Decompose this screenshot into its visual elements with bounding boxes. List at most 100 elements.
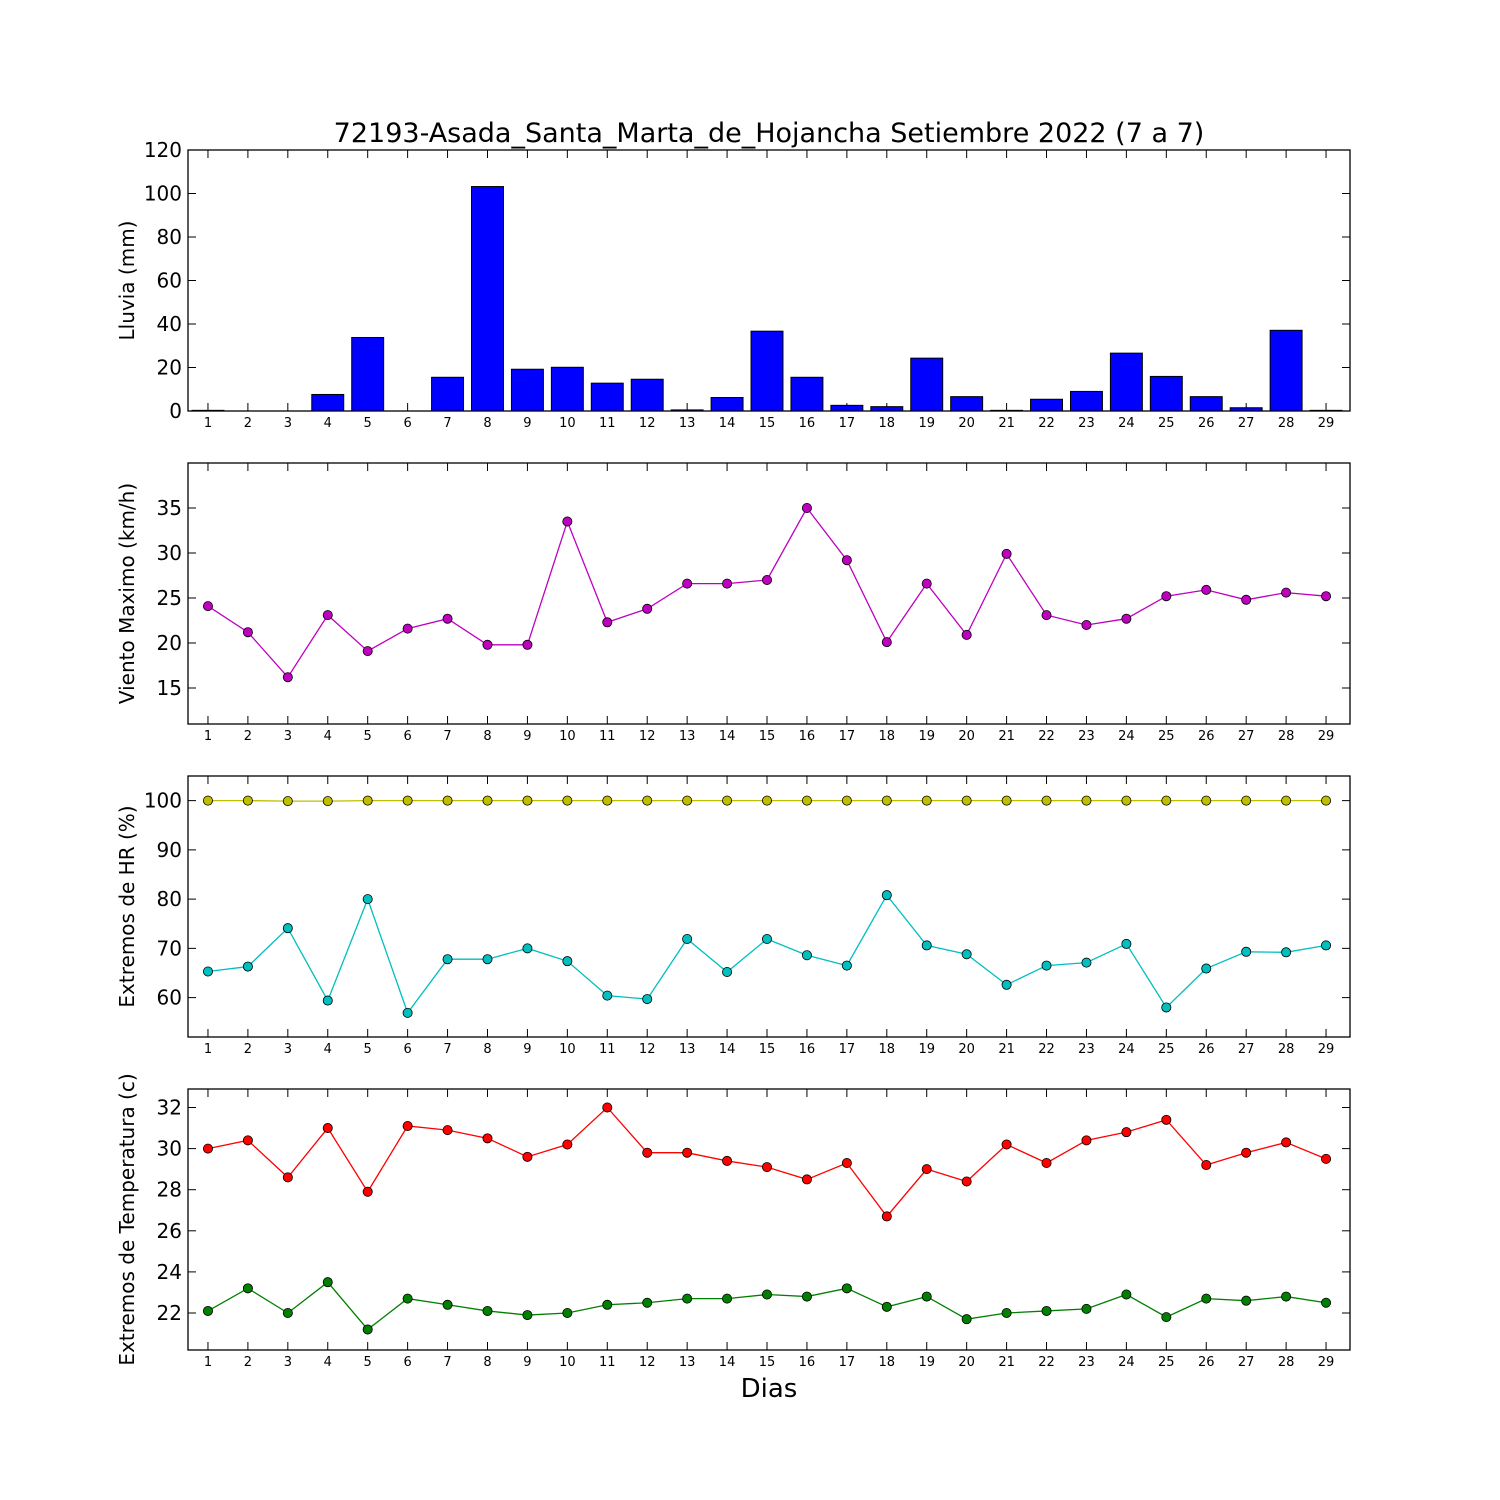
- x-tick-label: 9: [523, 1355, 531, 1370]
- x-tick-label: 8: [483, 1042, 491, 1057]
- y-tick-label: 26: [157, 1219, 182, 1243]
- x-tick-label: 29: [1318, 1355, 1335, 1370]
- x-tick-label: 5: [364, 1355, 372, 1370]
- x-tick-label: 20: [958, 1355, 975, 1370]
- data-point: 26: 29.2: [1201, 1160, 1212, 1171]
- chart-title: 72193-Asada_Santa_Marta_de_Hojancha Seti…: [334, 118, 1205, 149]
- data-point: 14: 22.7: [722, 1293, 733, 1304]
- data-point: 4: 31: [322, 1123, 333, 1134]
- x-tick-label: 6: [403, 1042, 411, 1057]
- plot-frame: [187, 775, 1351, 1038]
- x-tick-label: 15: [759, 729, 776, 744]
- y-tick-label: 120: [144, 138, 182, 162]
- y-tick-label: 28: [157, 1178, 182, 1202]
- rain-bar: 8: 103.2 mm: [471, 186, 504, 412]
- x-tick-label: 6: [403, 729, 411, 744]
- data-point: 27: 69.3: [1241, 946, 1252, 957]
- rain-bar: 9: 19.2 mm: [510, 368, 544, 412]
- data-point: 10: 33.5: [562, 516, 573, 527]
- data-point: 7: 22.4: [442, 1299, 453, 1310]
- x-tick-label: 19: [918, 1042, 935, 1057]
- rain-bar: 22: 5.4 mm: [1030, 398, 1063, 412]
- x-tick-label: 14: [719, 1042, 736, 1057]
- x-tick-label: 24: [1118, 416, 1135, 431]
- x-tick-label: 19: [918, 1355, 935, 1370]
- x-tick-label: 11: [599, 1355, 616, 1370]
- x-tick-label: 12: [639, 1042, 656, 1057]
- x-tick-label: 7: [443, 416, 451, 431]
- data-point: 1: 30: [202, 1143, 213, 1154]
- data-point: 15: 100: [762, 795, 773, 806]
- rain-bar: 27: 1.5 mm: [1229, 407, 1263, 412]
- y-tick-label: 80: [157, 887, 182, 911]
- data-point: 9: 19.8: [522, 639, 533, 650]
- x-tick-label: 22: [1038, 1042, 1055, 1057]
- data-point: 12: 100: [642, 795, 653, 806]
- x-tick-label: 26: [1198, 1355, 1215, 1370]
- data-point: 19: 70.6: [921, 940, 932, 951]
- data-point: 28: 25.6: [1281, 587, 1292, 598]
- data-point: 12: 23.8: [642, 603, 653, 614]
- x-tick-label: 8: [483, 416, 491, 431]
- data-point: 1: 22.1: [202, 1305, 213, 1316]
- data-point: 5: 27.9: [362, 1186, 373, 1197]
- data-point: 26: 25.9: [1201, 584, 1212, 595]
- x-tick-label: 2: [244, 1042, 252, 1057]
- data-point: 14: 65.2: [722, 966, 733, 977]
- data-point: 28: 100: [1281, 795, 1292, 806]
- data-point: 18: 20.1: [881, 637, 892, 648]
- data-point: 11: 22.4: [602, 1299, 613, 1310]
- data-point: 9: 21.9: [522, 1310, 533, 1321]
- y-tick-label: 32: [157, 1095, 182, 1119]
- x-tick-label: 14: [719, 1355, 736, 1370]
- data-point: 20: 100: [961, 795, 972, 806]
- x-tick-label: 11: [599, 1042, 616, 1057]
- rain-bar: 11: 12.8 mm: [590, 382, 624, 412]
- x-tick-label: 1: [204, 729, 212, 744]
- rain-bar: 17: 2.6 mm: [830, 404, 864, 412]
- rain-bar: 28: 37.1 mm: [1269, 329, 1303, 412]
- data-point: 22: 29.3: [1041, 1157, 1052, 1168]
- data-point: 13: 71.9: [682, 934, 693, 945]
- data-point: 8: 30.5: [482, 1133, 493, 1144]
- data-point: 18: 22.3: [881, 1301, 892, 1312]
- data-point: 1: 100: [202, 795, 213, 806]
- data-point: 11: 100: [602, 795, 613, 806]
- data-point: 21: 29.9: [1001, 548, 1012, 559]
- y-tick-label: 20: [157, 631, 182, 655]
- data-point: 29: 22.5: [1321, 1297, 1332, 1308]
- rain-bar: 13: 0.5 mm: [670, 409, 704, 412]
- x-tick-label: 15: [759, 1042, 776, 1057]
- rain-bar: 4: 7.6 mm: [311, 393, 345, 412]
- data-point: 19: 100: [921, 795, 932, 806]
- series-line: [207, 894, 1327, 1015]
- data-point: 29: 70.6: [1321, 940, 1332, 951]
- x-tick-label: 27: [1238, 416, 1255, 431]
- x-tick-label: 3: [284, 729, 292, 744]
- x-tick-label: 3: [284, 1355, 292, 1370]
- x-tick-label: 3: [284, 1042, 292, 1057]
- data-point: 13: 100: [682, 795, 693, 806]
- x-tick-label: 13: [679, 729, 696, 744]
- data-point: 24: 22.9: [1121, 1289, 1132, 1300]
- x-tick-label: 21: [998, 416, 1015, 431]
- data-point: 14: 26.6: [722, 578, 733, 589]
- rain-bar: 14: 6.2 mm: [710, 397, 744, 412]
- x-tick-label: 4: [324, 729, 332, 744]
- data-point: 24: 70.9: [1121, 938, 1132, 949]
- x-tick-label: 19: [918, 729, 935, 744]
- rain-bar: 23: 9 mm: [1069, 390, 1103, 412]
- x-tick-label: 14: [719, 416, 736, 431]
- data-point: 25: 25.2: [1161, 591, 1172, 602]
- data-point: 15: 29.1: [762, 1162, 773, 1173]
- data-point: 14: 29.4: [722, 1155, 733, 1166]
- x-tick-label: 9: [523, 1042, 531, 1057]
- x-tick-label: 4: [324, 1042, 332, 1057]
- x-tick-label: 17: [839, 1355, 856, 1370]
- data-point: 5: 21.2: [362, 1324, 373, 1335]
- data-point: 11: 32: [602, 1102, 613, 1113]
- x-tick-label: 23: [1078, 1042, 1095, 1057]
- data-point: 22: 66.5: [1041, 960, 1052, 971]
- x-tick-label: 25: [1158, 1355, 1175, 1370]
- x-tick-label: 5: [364, 1042, 372, 1057]
